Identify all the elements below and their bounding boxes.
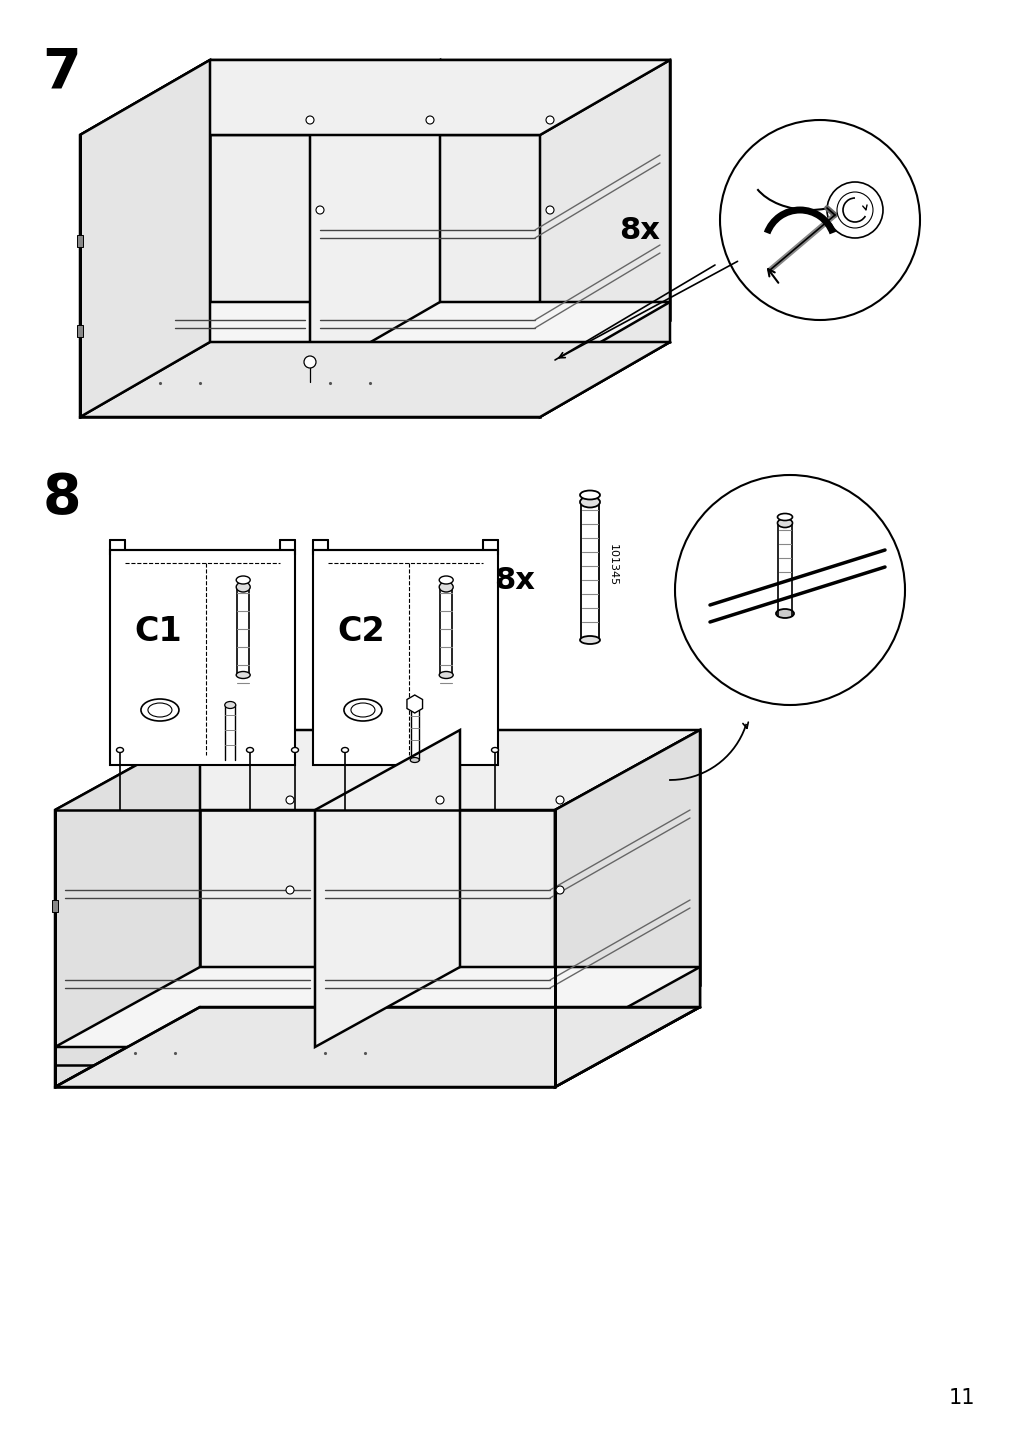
- Circle shape: [555, 796, 563, 803]
- Ellipse shape: [776, 518, 792, 527]
- Text: 11: 11: [947, 1388, 974, 1408]
- Ellipse shape: [116, 748, 123, 752]
- Ellipse shape: [579, 491, 600, 500]
- Bar: [77, 235, 83, 246]
- Ellipse shape: [491, 748, 498, 752]
- Ellipse shape: [247, 748, 253, 752]
- Ellipse shape: [291, 748, 298, 752]
- Polygon shape: [309, 60, 440, 377]
- Ellipse shape: [439, 576, 453, 584]
- Ellipse shape: [236, 576, 250, 584]
- Polygon shape: [80, 60, 210, 417]
- Ellipse shape: [148, 703, 172, 717]
- Polygon shape: [80, 302, 669, 377]
- Ellipse shape: [236, 581, 250, 591]
- Bar: [77, 325, 83, 337]
- Text: 8: 8: [42, 471, 81, 526]
- Ellipse shape: [236, 672, 250, 679]
- Polygon shape: [80, 60, 669, 135]
- Polygon shape: [80, 395, 540, 417]
- Polygon shape: [55, 730, 700, 811]
- Circle shape: [286, 886, 294, 894]
- Polygon shape: [314, 730, 460, 1047]
- Circle shape: [555, 886, 563, 894]
- Polygon shape: [554, 730, 700, 1087]
- Polygon shape: [55, 1007, 700, 1087]
- Circle shape: [826, 182, 883, 238]
- Ellipse shape: [439, 672, 453, 679]
- Ellipse shape: [409, 758, 419, 762]
- Ellipse shape: [579, 497, 600, 507]
- Circle shape: [286, 796, 294, 803]
- Circle shape: [426, 116, 434, 125]
- Circle shape: [836, 192, 872, 228]
- Ellipse shape: [224, 702, 236, 709]
- Bar: [52, 899, 58, 912]
- Polygon shape: [540, 60, 669, 417]
- Ellipse shape: [775, 609, 794, 619]
- Circle shape: [303, 357, 315, 368]
- Circle shape: [315, 206, 324, 213]
- Ellipse shape: [439, 581, 453, 591]
- Polygon shape: [55, 967, 700, 1047]
- Polygon shape: [55, 730, 200, 1087]
- Polygon shape: [80, 60, 669, 135]
- Circle shape: [546, 206, 553, 213]
- Text: 101345: 101345: [608, 544, 618, 586]
- Circle shape: [305, 116, 313, 125]
- Polygon shape: [554, 730, 700, 1087]
- Polygon shape: [80, 135, 170, 395]
- Circle shape: [546, 116, 553, 125]
- Polygon shape: [110, 550, 295, 765]
- Circle shape: [719, 120, 919, 319]
- Ellipse shape: [776, 514, 792, 520]
- Ellipse shape: [341, 748, 348, 752]
- Polygon shape: [200, 730, 700, 985]
- Text: 8x: 8x: [494, 566, 535, 594]
- Ellipse shape: [579, 636, 600, 644]
- Text: 8x: 8x: [619, 215, 660, 245]
- Ellipse shape: [351, 703, 375, 717]
- Ellipse shape: [141, 699, 179, 720]
- Text: C2: C2: [337, 616, 384, 649]
- Text: 7: 7: [42, 44, 81, 99]
- Text: C1: C1: [134, 616, 182, 649]
- Polygon shape: [80, 342, 669, 417]
- Polygon shape: [312, 550, 497, 765]
- Ellipse shape: [344, 699, 381, 720]
- Circle shape: [674, 475, 904, 705]
- Circle shape: [436, 796, 444, 803]
- Polygon shape: [210, 60, 669, 319]
